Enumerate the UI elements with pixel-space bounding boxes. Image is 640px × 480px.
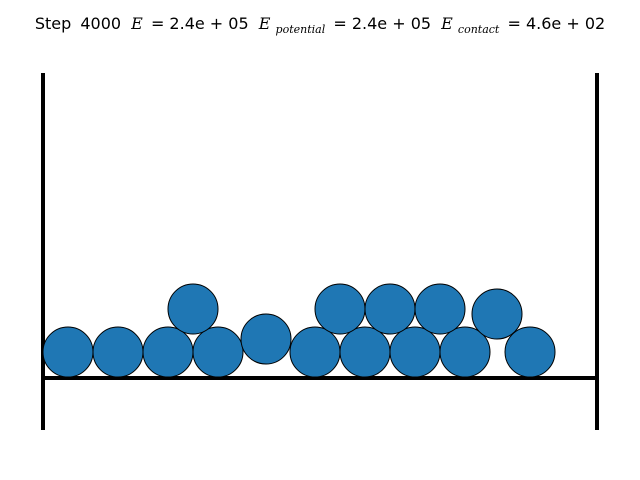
particle (389, 326, 441, 378)
particle (339, 326, 391, 378)
particle (471, 288, 523, 340)
particle (504, 326, 556, 378)
particle (240, 313, 292, 365)
contact-value: = 4.6e + 02 (507, 14, 605, 33)
particle (167, 283, 219, 335)
energy-symbol: E (130, 14, 143, 33)
contact-subscript: contact (458, 23, 500, 36)
particle (192, 326, 244, 378)
particle (42, 326, 94, 378)
particle (414, 283, 466, 335)
energy-value: = 2.4e + 05 (151, 14, 249, 33)
particles (42, 283, 556, 378)
container (41, 73, 599, 430)
particle (92, 326, 144, 378)
step-value: 4000 (80, 14, 121, 33)
potential-symbol: E (258, 14, 271, 33)
figure-title: Step 4000 E = 2.4e + 05 E potential = 2.… (35, 14, 605, 37)
step-label: Step (35, 14, 71, 33)
potential-subscript: potential (276, 23, 326, 36)
potential-value: = 2.4e + 05 (333, 14, 431, 33)
particle (142, 326, 194, 378)
particle (289, 326, 341, 378)
particle (364, 283, 416, 335)
contact-symbol: E (440, 14, 453, 33)
particle (314, 283, 366, 335)
particle (439, 326, 491, 378)
